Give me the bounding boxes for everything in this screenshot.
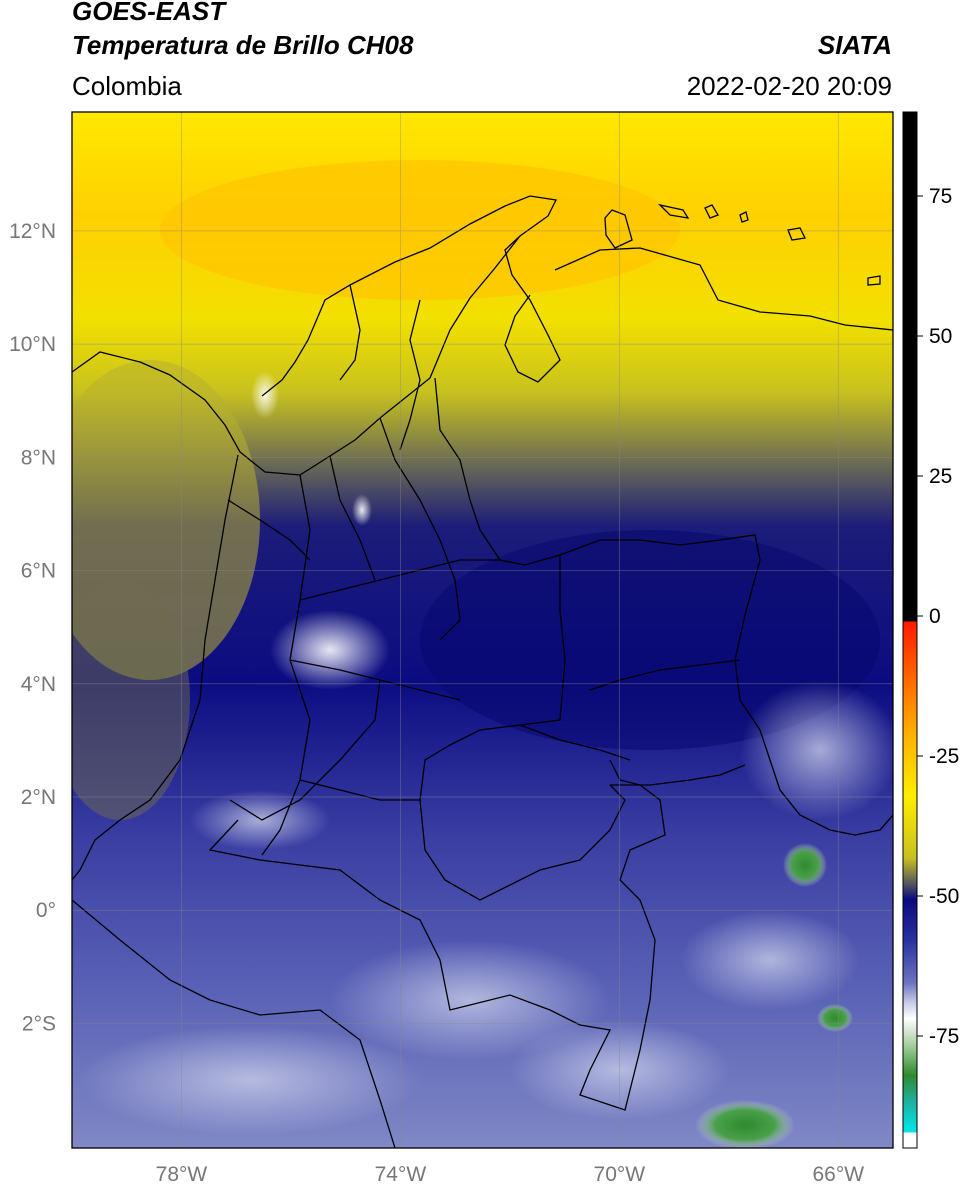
lat-tick-label: 0° — [36, 899, 56, 922]
lat-tick-label: 8°N — [21, 446, 56, 469]
satellite-title: GOES-EAST — [72, 0, 226, 26]
colorbar-tick-label: -50 — [929, 885, 959, 908]
brand-label: SIATA — [817, 30, 892, 60]
colorbar-tick-label: -25 — [929, 745, 959, 768]
lat-tick-label: 2°S — [22, 1012, 56, 1035]
gridlines — [72, 112, 893, 1148]
lat-tick-label: 2°N — [21, 786, 56, 809]
colorbar-tick-label: -75 — [929, 1025, 959, 1048]
lat-tick-label: 6°N — [21, 560, 56, 583]
latitude-tick-labels: 12°N 10°N 8°N 6°N 4°N 2°N 0° 2°S — [9, 220, 56, 1036]
brightness-temperature-field — [72, 112, 893, 1148]
coastlines-and-borders — [72, 195, 893, 1148]
colorbar-ticks: 75 50 25 0 -25 -50 -75 — [917, 185, 959, 1048]
colorbar — [902, 111, 918, 1149]
lon-tick-label: 74°W — [375, 1163, 427, 1186]
product-title: Temperatura de Brillo CH08 — [72, 30, 414, 60]
datetime-label: 2022-02-20 20:09 — [686, 71, 892, 101]
lat-tick-label: 10°N — [9, 333, 56, 356]
region-label: Colombia — [72, 71, 182, 101]
lon-tick-label: 70°W — [594, 1163, 646, 1186]
plot-frame — [71, 111, 894, 1149]
lon-tick-label: 66°W — [812, 1163, 864, 1186]
longitude-tick-labels: 78°W 74°W 70°W 66°W — [156, 1163, 865, 1186]
colorbar-tick-label: 50 — [929, 325, 952, 348]
colorbar-tick-label: 75 — [929, 185, 952, 208]
colorbar-tick-label: 0 — [929, 605, 941, 628]
lon-tick-label: 78°W — [156, 1163, 208, 1186]
lat-tick-label: 12°N — [9, 220, 56, 243]
lat-tick-label: 4°N — [21, 673, 56, 696]
colorbar-tick-label: 25 — [929, 465, 952, 488]
